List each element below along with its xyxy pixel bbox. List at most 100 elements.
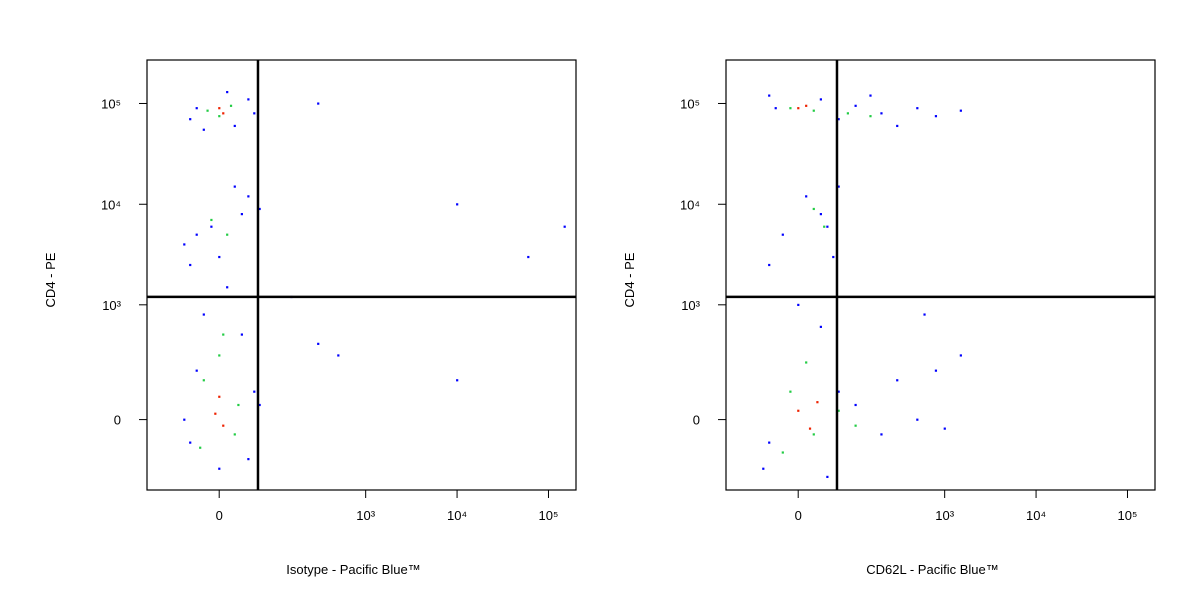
- y-tick-label: 10³: [102, 298, 121, 313]
- dot: [797, 303, 800, 307]
- y-tick-label: 10⁵: [680, 96, 700, 111]
- dot: [837, 118, 840, 121]
- dot: [210, 225, 213, 228]
- dot: [943, 427, 946, 430]
- dot: [563, 225, 566, 228]
- x-tick-label: 10⁴: [1026, 508, 1046, 523]
- dot: [218, 467, 221, 470]
- dot: [959, 109, 962, 112]
- dot: [218, 115, 221, 118]
- dot: [923, 313, 926, 316]
- y-tick-label: 10⁴: [101, 197, 121, 212]
- dot: [896, 379, 899, 382]
- dot: [837, 409, 840, 412]
- dot: [189, 441, 192, 444]
- dot: [317, 102, 320, 105]
- dot: [240, 213, 243, 216]
- dot: [229, 104, 233, 107]
- x-tick-label: 10³: [935, 508, 954, 523]
- dot: [317, 342, 320, 345]
- dot: [869, 94, 872, 97]
- plot-frame: [146, 59, 577, 491]
- x-axis-label: Isotype - Pacific Blue™: [286, 562, 420, 577]
- dot: [240, 333, 243, 336]
- dot: [527, 255, 530, 259]
- dot: [195, 369, 198, 372]
- dot: [195, 107, 198, 110]
- dot: [189, 263, 192, 267]
- dot: [226, 233, 229, 236]
- dot: [218, 255, 221, 259]
- dot: [183, 243, 186, 246]
- dot: [337, 354, 340, 357]
- dot: [812, 109, 815, 112]
- dot: [805, 104, 808, 107]
- dot: [819, 325, 822, 328]
- dot: [226, 90, 229, 94]
- dot: [812, 433, 815, 436]
- x-tick-label: 10³: [356, 508, 375, 523]
- y-axis-label: CD4 - PE: [622, 252, 637, 307]
- dot: [247, 195, 250, 198]
- x-tick-label: 10⁵: [539, 508, 559, 523]
- dot: [183, 418, 186, 421]
- dot: [218, 395, 221, 398]
- dot: [258, 207, 261, 211]
- dot: [237, 403, 240, 407]
- dot: [247, 458, 250, 461]
- dot: [854, 104, 857, 107]
- dot: [247, 98, 250, 101]
- dot: [210, 218, 213, 222]
- dot: [826, 225, 829, 228]
- dot: [880, 433, 883, 436]
- dot: [218, 354, 221, 357]
- dot: [808, 427, 812, 430]
- x-tick-label: 0: [795, 508, 802, 523]
- dot: [869, 115, 872, 118]
- x-tick-label: 10⁴: [447, 508, 467, 523]
- dot: [258, 403, 261, 407]
- dot: [819, 98, 822, 101]
- dot: [805, 361, 808, 364]
- dot: [456, 203, 459, 206]
- dot: [805, 195, 808, 198]
- dot: [195, 233, 198, 236]
- dot: [826, 475, 829, 479]
- y-tick-label: 0: [114, 413, 121, 428]
- dot: [253, 112, 256, 115]
- dot: [222, 112, 225, 115]
- dot: [934, 115, 938, 118]
- y-tick-label: 10⁴: [680, 197, 700, 212]
- dot: [854, 424, 857, 427]
- x-tick-label: 0: [216, 508, 223, 523]
- y-tick-label: 10⁵: [101, 96, 121, 111]
- dot: [816, 401, 819, 404]
- dot: [189, 118, 192, 121]
- dot: [202, 128, 205, 131]
- dot: [199, 446, 202, 449]
- dot: [854, 403, 857, 407]
- dot: [789, 107, 792, 110]
- dot: [222, 424, 225, 427]
- dot: [233, 433, 236, 436]
- dot: [768, 263, 771, 267]
- dot: [846, 112, 849, 115]
- dot: [456, 379, 459, 382]
- y-tick-label: 0: [693, 413, 700, 428]
- dot: [218, 107, 221, 110]
- dot: [880, 112, 883, 115]
- dot: [797, 107, 800, 110]
- dot: [253, 390, 256, 393]
- dot: [233, 124, 236, 128]
- y-axis-label: CD4 - PE: [43, 252, 58, 307]
- dot: [768, 94, 771, 97]
- dot: [206, 109, 209, 112]
- dot: [916, 107, 919, 110]
- dot: [781, 233, 784, 236]
- dot: [896, 124, 899, 128]
- dot: [789, 390, 792, 393]
- dot: [823, 225, 826, 228]
- dot: [774, 107, 777, 110]
- dot: [202, 313, 205, 316]
- dot: [226, 286, 229, 289]
